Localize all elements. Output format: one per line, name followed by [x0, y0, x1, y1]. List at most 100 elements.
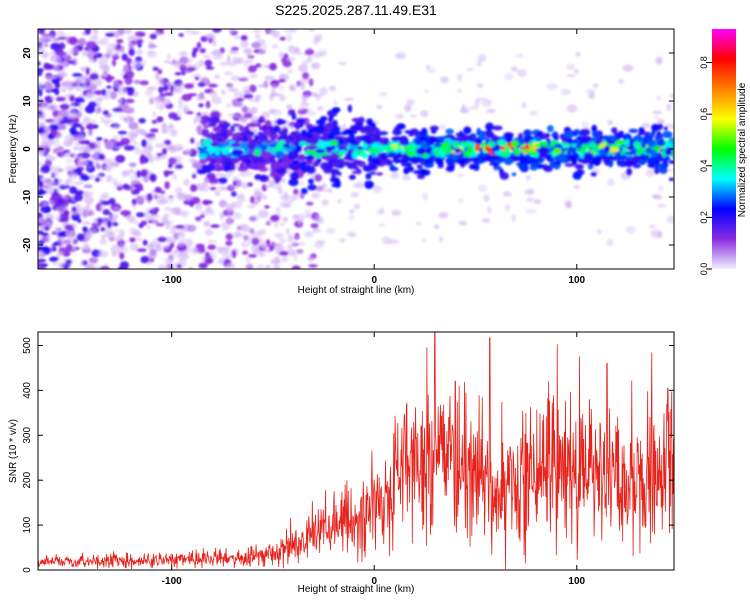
heatmap-cell [95, 164, 102, 170]
heatmap-cell [564, 131, 574, 139]
heatmap-cell [305, 159, 313, 165]
heatmap-cell [250, 196, 255, 204]
heatmap-cell [280, 239, 287, 244]
heatmap-cell [174, 72, 182, 76]
heatmap-cell [49, 256, 59, 262]
heatmap-cell [477, 138, 482, 145]
heatmap-cell [607, 178, 615, 187]
heatmap-cell [227, 213, 232, 219]
heatmap-cell [226, 203, 234, 212]
heatmap-cell [615, 139, 626, 146]
heatmap-cell [286, 33, 293, 42]
heatmap-cell [261, 243, 269, 250]
heatmap-cell [267, 29, 276, 35]
heatmap-cell [220, 128, 228, 135]
heatmap-cell [344, 97, 354, 102]
heatmap-cell [305, 94, 310, 99]
heatmap-cell [240, 182, 250, 189]
heatmap-cell [387, 151, 397, 156]
heatmap-cell [389, 164, 396, 172]
heatmap-cell [85, 230, 93, 238]
heatmap-cell [202, 200, 213, 205]
heatmap-cell [286, 68, 294, 74]
heatmap-cell [624, 151, 636, 155]
heatmap-cell [264, 205, 270, 209]
heatmap-cell [248, 98, 256, 102]
heatmap-cell [38, 61, 41, 66]
heatmap-cell [120, 210, 132, 216]
heatmap-cell [83, 77, 91, 83]
heatmap-cell [48, 183, 55, 189]
heatmap-cell [668, 160, 674, 164]
heatmap-cell [652, 194, 663, 200]
heatmap-cell [371, 143, 380, 149]
heatmap-cell [446, 140, 457, 145]
heatmap-cell [454, 147, 462, 154]
y-tick-label: 400 [22, 382, 33, 399]
heatmap-cell [112, 107, 123, 112]
heatmap-cell [477, 152, 488, 157]
heatmap-cell [306, 145, 317, 151]
heatmap-cell [477, 184, 488, 193]
heatmap-cell [437, 136, 443, 142]
heatmap-cell [579, 148, 586, 154]
heatmap-cell [376, 105, 383, 110]
heatmap-cell [135, 49, 143, 55]
heatmap-cell [483, 194, 490, 202]
x-tick-label: 0 [371, 576, 377, 587]
heatmap-cell [440, 76, 449, 84]
heatmap-y-ticks: 20 10 0 -10 -20 [22, 47, 674, 252]
heatmap-cell [347, 163, 354, 169]
heatmap-cell [261, 151, 272, 159]
heatmap-cell [511, 66, 518, 72]
heatmap-cell [275, 151, 285, 159]
heatmap-cell [156, 116, 164, 123]
y-tick-label: 10 [22, 95, 33, 107]
heatmap-cell [77, 38, 87, 47]
heatmap-cell [203, 221, 211, 227]
heatmap-cell [504, 204, 511, 212]
heatmap-cell [566, 63, 576, 71]
heatmap-cell [242, 170, 253, 177]
heatmap-cell [286, 244, 293, 249]
heatmap-cell [311, 192, 319, 198]
heatmap-cell [293, 47, 301, 54]
heatmap-cell [282, 60, 292, 68]
heatmap-cell [209, 163, 215, 172]
heatmap-cell [625, 225, 636, 234]
heatmap-cell [239, 117, 248, 124]
heatmap-cell [297, 106, 305, 111]
heatmap-cell [287, 234, 294, 243]
heatmap-cell [84, 196, 94, 205]
heatmap-cell [38, 190, 47, 195]
heatmap-cell [484, 130, 493, 136]
heatmap-cell [534, 144, 542, 148]
heatmap-cell [607, 140, 616, 145]
heatmap-cell [528, 150, 539, 156]
y-tick-label: -10 [22, 189, 33, 204]
heatmap-cell [321, 183, 328, 188]
heatmap-cell [101, 64, 109, 70]
heatmap-cell [243, 62, 249, 67]
heatmap-cell [546, 83, 558, 90]
heatmap-cell [73, 181, 84, 185]
heatmap-cell [43, 63, 52, 70]
heatmap-cell [71, 247, 77, 252]
heatmap-cell [269, 132, 278, 140]
heatmap-cell [607, 137, 613, 142]
heatmap-cell [88, 58, 98, 63]
heatmap-cell [379, 207, 385, 215]
heatmap-cell [361, 152, 368, 159]
heatmap-cell [205, 205, 212, 213]
heatmap-cell [315, 127, 323, 134]
heatmap-cell [265, 264, 271, 269]
heatmap-cell [640, 154, 650, 159]
heatmap-cell [106, 85, 112, 89]
heatmap-cell [442, 146, 452, 155]
heatmap-cell [65, 259, 73, 265]
heatmap-cell [57, 231, 65, 238]
heatmap-cell [502, 158, 513, 164]
heatmap-cell [80, 152, 91, 159]
heatmap-cell [611, 127, 618, 134]
heatmap-cell [164, 181, 170, 190]
